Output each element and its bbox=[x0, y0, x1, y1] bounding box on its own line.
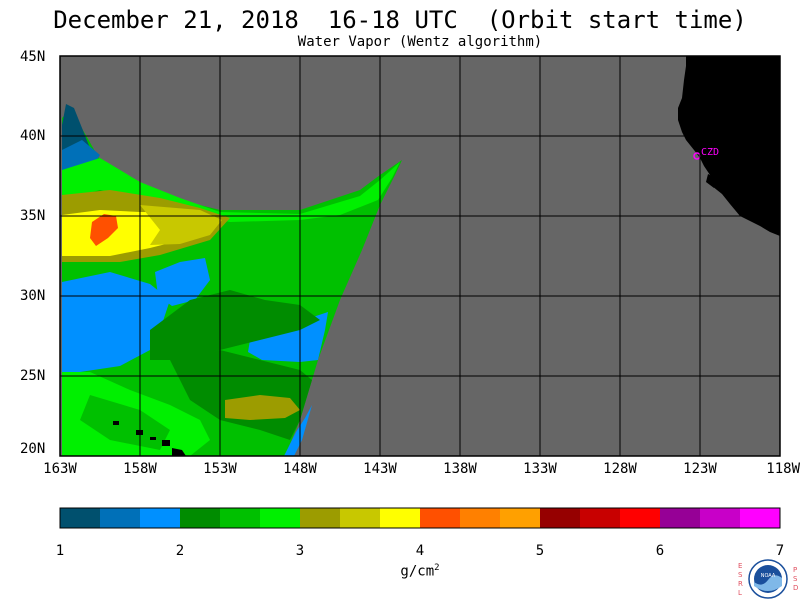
lat-label-30n: 30N bbox=[20, 288, 46, 304]
colorbar-swatch bbox=[420, 508, 461, 528]
swath-blue-edge bbox=[284, 405, 312, 456]
swath-yellowgreen bbox=[140, 205, 222, 245]
lon-label-163w: 163W bbox=[43, 461, 77, 477]
colorbar-swatch bbox=[220, 508, 261, 528]
colorbar-swatch bbox=[180, 508, 221, 528]
lon-label-143w: 143W bbox=[363, 461, 397, 477]
swath-blue-west bbox=[62, 272, 170, 372]
swath-bright-green-n bbox=[62, 158, 400, 222]
lat-label-20n: 20N bbox=[20, 441, 46, 457]
colorbar-swatch bbox=[500, 508, 541, 528]
swath-green-sw bbox=[80, 395, 170, 450]
colorbar-frame bbox=[59, 507, 781, 529]
page-subtitle: Water Vapor (Wentz algorithm) bbox=[297, 34, 543, 50]
colorbar-swatch bbox=[340, 508, 381, 528]
swath-orange-patch bbox=[90, 214, 118, 246]
colorbar-swatch bbox=[460, 508, 501, 528]
colorbar-swatch bbox=[700, 508, 741, 528]
lon-label-158w: 158W bbox=[123, 461, 157, 477]
colorbar-swatch bbox=[660, 508, 701, 528]
land-peninsula bbox=[706, 174, 716, 188]
colorbar bbox=[60, 508, 781, 528]
colorbar-tick-4: 4 bbox=[415, 543, 425, 559]
colorbar-swatch bbox=[300, 508, 341, 528]
page-title: December 21, 2018 16-18 UTC (Orbit start… bbox=[53, 6, 747, 34]
island-kauai bbox=[113, 421, 119, 425]
lon-label-123w: 123W bbox=[683, 461, 717, 477]
swath-dark-green-1 bbox=[150, 290, 320, 360]
colorbar-tick-3: 3 bbox=[295, 543, 305, 559]
esrl-letter-1: E bbox=[738, 562, 742, 570]
lat-label-35n: 35N bbox=[20, 208, 46, 224]
swath-olive-south bbox=[225, 395, 300, 420]
psd-letter-3: D bbox=[793, 584, 798, 592]
colorbar-tick-1: 1 bbox=[55, 543, 65, 559]
lon-label-133w: 133W bbox=[523, 461, 557, 477]
island-hawaii bbox=[172, 448, 186, 456]
colorbar-swatch bbox=[140, 508, 181, 528]
noaa-logo: E S R L P S D NOAA bbox=[738, 559, 798, 599]
colorbar-swatch bbox=[740, 508, 781, 528]
colorbar-tick-6: 6 bbox=[655, 543, 665, 559]
colorbar-tick-7: 7 bbox=[775, 543, 785, 559]
psd-letter-1: P bbox=[793, 566, 797, 574]
colorbar-units: g/cm2 bbox=[400, 563, 440, 580]
colorbar-tick-2: 2 bbox=[175, 543, 185, 559]
colorbar-swatch bbox=[60, 508, 101, 528]
colorbar-swatch bbox=[580, 508, 621, 528]
island-molokai bbox=[150, 437, 156, 440]
lon-label-148w: 148W bbox=[283, 461, 317, 477]
island-maui bbox=[162, 440, 170, 446]
noaa-center-text: NOAA bbox=[761, 573, 776, 579]
lat-label-45n: 45N bbox=[20, 49, 46, 65]
lon-label-118w: 118W bbox=[766, 461, 800, 477]
swath-blue-centre bbox=[155, 258, 210, 306]
lon-label-128w: 128W bbox=[603, 461, 637, 477]
map-grid bbox=[60, 56, 780, 456]
colorbar-swatch bbox=[100, 508, 141, 528]
lon-label-138w: 138W bbox=[443, 461, 477, 477]
lat-label-25n: 25N bbox=[20, 368, 46, 384]
map-frame bbox=[59, 55, 781, 457]
colorbar-tick-5: 5 bbox=[535, 543, 545, 559]
colorbar-swatch bbox=[620, 508, 661, 528]
esrl-letter-4: L bbox=[738, 589, 742, 597]
colorbar-swatch bbox=[380, 508, 421, 528]
colorbar-swatch bbox=[540, 508, 581, 528]
esrl-letter-2: S bbox=[738, 571, 743, 579]
esrl-letter-3: R bbox=[738, 580, 743, 588]
lat-label-40n: 40N bbox=[20, 128, 46, 144]
colorbar-swatch bbox=[260, 508, 301, 528]
water-vapor-swath bbox=[62, 104, 402, 456]
psd-letter-2: S bbox=[793, 575, 798, 583]
land-california bbox=[678, 56, 780, 236]
station-label: CZD bbox=[701, 147, 719, 158]
lon-label-153w: 153W bbox=[203, 461, 237, 477]
